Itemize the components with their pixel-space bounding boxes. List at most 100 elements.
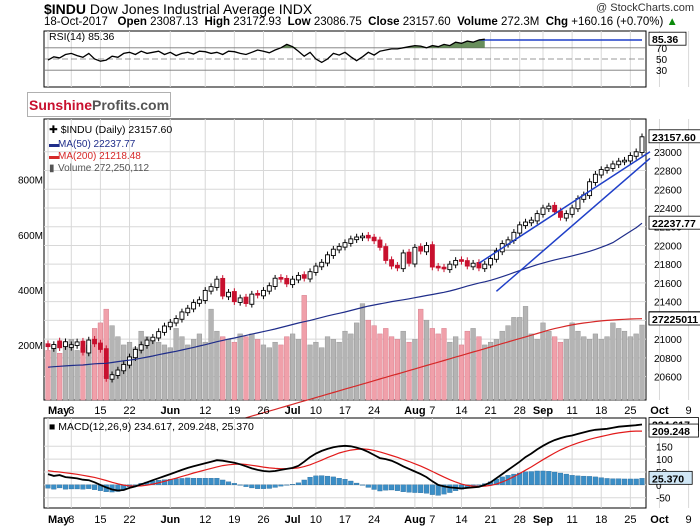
close-value: 23157.60 — [402, 16, 451, 28]
macd-ytick-5: 0 — [656, 481, 662, 492]
volume-bar — [220, 336, 226, 401]
candle-body — [272, 277, 278, 287]
volume-bar — [488, 341, 494, 401]
volume-bar — [68, 339, 74, 401]
price-xtick-11: 24 — [368, 405, 380, 417]
volume-bar — [57, 352, 63, 401]
chg-value: +160.16 (+0.70%) — [571, 16, 664, 28]
candle-body — [627, 155, 633, 162]
volume-bar — [295, 339, 301, 401]
volume-bar — [528, 333, 534, 401]
candle-body — [517, 224, 523, 234]
legend-label-1: MA(200) 21218.48 — [58, 151, 141, 162]
macd-hist-bar — [621, 478, 628, 486]
volume-bar — [389, 336, 395, 401]
macd-xtick-13: 7 — [429, 514, 435, 526]
macd-hist-bar — [51, 484, 57, 490]
macd-xtick-4: Jun — [161, 514, 181, 526]
volume-bar — [191, 339, 197, 401]
candle-body — [633, 151, 639, 157]
volume-bar — [400, 330, 406, 401]
candle-body — [325, 254, 330, 264]
volume-bar — [499, 330, 505, 401]
volume-bar — [359, 303, 366, 401]
macd-xtick-10: 17 — [339, 514, 351, 526]
volume-bar — [511, 317, 517, 401]
volume-bar — [365, 319, 371, 401]
macd-hist-bar — [220, 479, 226, 486]
rsi-ytick-1: 70 — [656, 44, 668, 55]
macd-xtick-2: 15 — [94, 514, 106, 526]
candle-body — [162, 325, 167, 333]
candle-body — [249, 293, 255, 305]
logo-part-1: Sunshine — [28, 96, 92, 113]
macd-hist-bar — [68, 484, 74, 490]
candle-body — [540, 207, 546, 215]
legend-label-2: Volume 272,250,112 — [58, 163, 149, 174]
macd-hist-bar — [173, 478, 179, 486]
volume-bar — [464, 330, 470, 401]
price-xtick-15: 21 — [484, 405, 496, 417]
volume-bar — [569, 322, 575, 401]
volume-bar — [592, 333, 598, 401]
candle-body — [319, 261, 325, 268]
volume-bar — [354, 322, 360, 401]
candle-body — [196, 299, 202, 304]
candle-body — [604, 167, 610, 171]
volume-bar — [581, 336, 587, 401]
candle-body — [447, 263, 453, 271]
candle-body — [348, 238, 354, 244]
price-xtick-1: 8 — [68, 405, 74, 417]
volume-bar — [418, 308, 424, 401]
macd-hist-bar — [371, 484, 377, 490]
candle-body — [109, 374, 115, 380]
candle-body — [377, 239, 383, 248]
macd-hist-bar — [627, 478, 633, 486]
legend-marker-0: ▬ — [49, 139, 59, 150]
low-value: 23086.75 — [313, 16, 362, 28]
candle-body — [144, 339, 150, 346]
volume-bar — [348, 333, 354, 401]
volume-ytick-3: 200M — [18, 341, 43, 352]
macd-xtick-18: 11 — [566, 514, 577, 526]
macd-xtick-8: Jul — [285, 514, 301, 526]
quote-date: 18-Oct-2017 — [44, 16, 108, 28]
macd-xtick-17: Sep — [533, 514, 553, 526]
header-line-2: 18-Oct-2017 Open 23087.13 High 23172.93 … — [44, 16, 678, 28]
volume-bar — [260, 344, 267, 401]
macd-xtick-3: 22 — [123, 514, 135, 526]
macd-hist-bar — [191, 478, 197, 486]
price-xtick-9: 10 — [310, 405, 322, 417]
macd-hist-bar — [330, 476, 336, 486]
volume-ytick-1: 600M — [18, 231, 43, 242]
price-xtick-20: 25 — [624, 405, 636, 417]
macd-xtick-1: 8 — [68, 514, 74, 526]
candle-body — [150, 336, 156, 342]
candle-body — [418, 246, 424, 252]
legend-label-0: MA(50) 22237.77 — [58, 139, 136, 150]
macd-hist-bar — [266, 484, 272, 489]
macd-hist-bar — [249, 484, 255, 489]
candle-body — [424, 244, 429, 253]
macd-hist-bar — [365, 484, 371, 488]
candle-body — [342, 242, 348, 248]
candle-body — [127, 356, 132, 366]
volume-bar — [80, 347, 86, 401]
candle-body — [80, 340, 86, 353]
macd-hist-bar — [307, 476, 313, 486]
volume-bar — [290, 333, 296, 401]
open-label: Open — [117, 16, 147, 28]
volume-bar — [313, 341, 319, 401]
volume-bar — [243, 336, 249, 401]
candle-body — [202, 289, 208, 301]
volume-bar — [604, 336, 610, 401]
volume-bar — [266, 347, 272, 401]
candle-body — [173, 318, 179, 324]
candle-body — [97, 342, 103, 350]
volume-bar — [616, 328, 622, 401]
volume-bar — [167, 347, 173, 401]
candle-body — [57, 340, 63, 349]
candle-body — [610, 163, 616, 169]
volume-bar — [179, 336, 185, 401]
